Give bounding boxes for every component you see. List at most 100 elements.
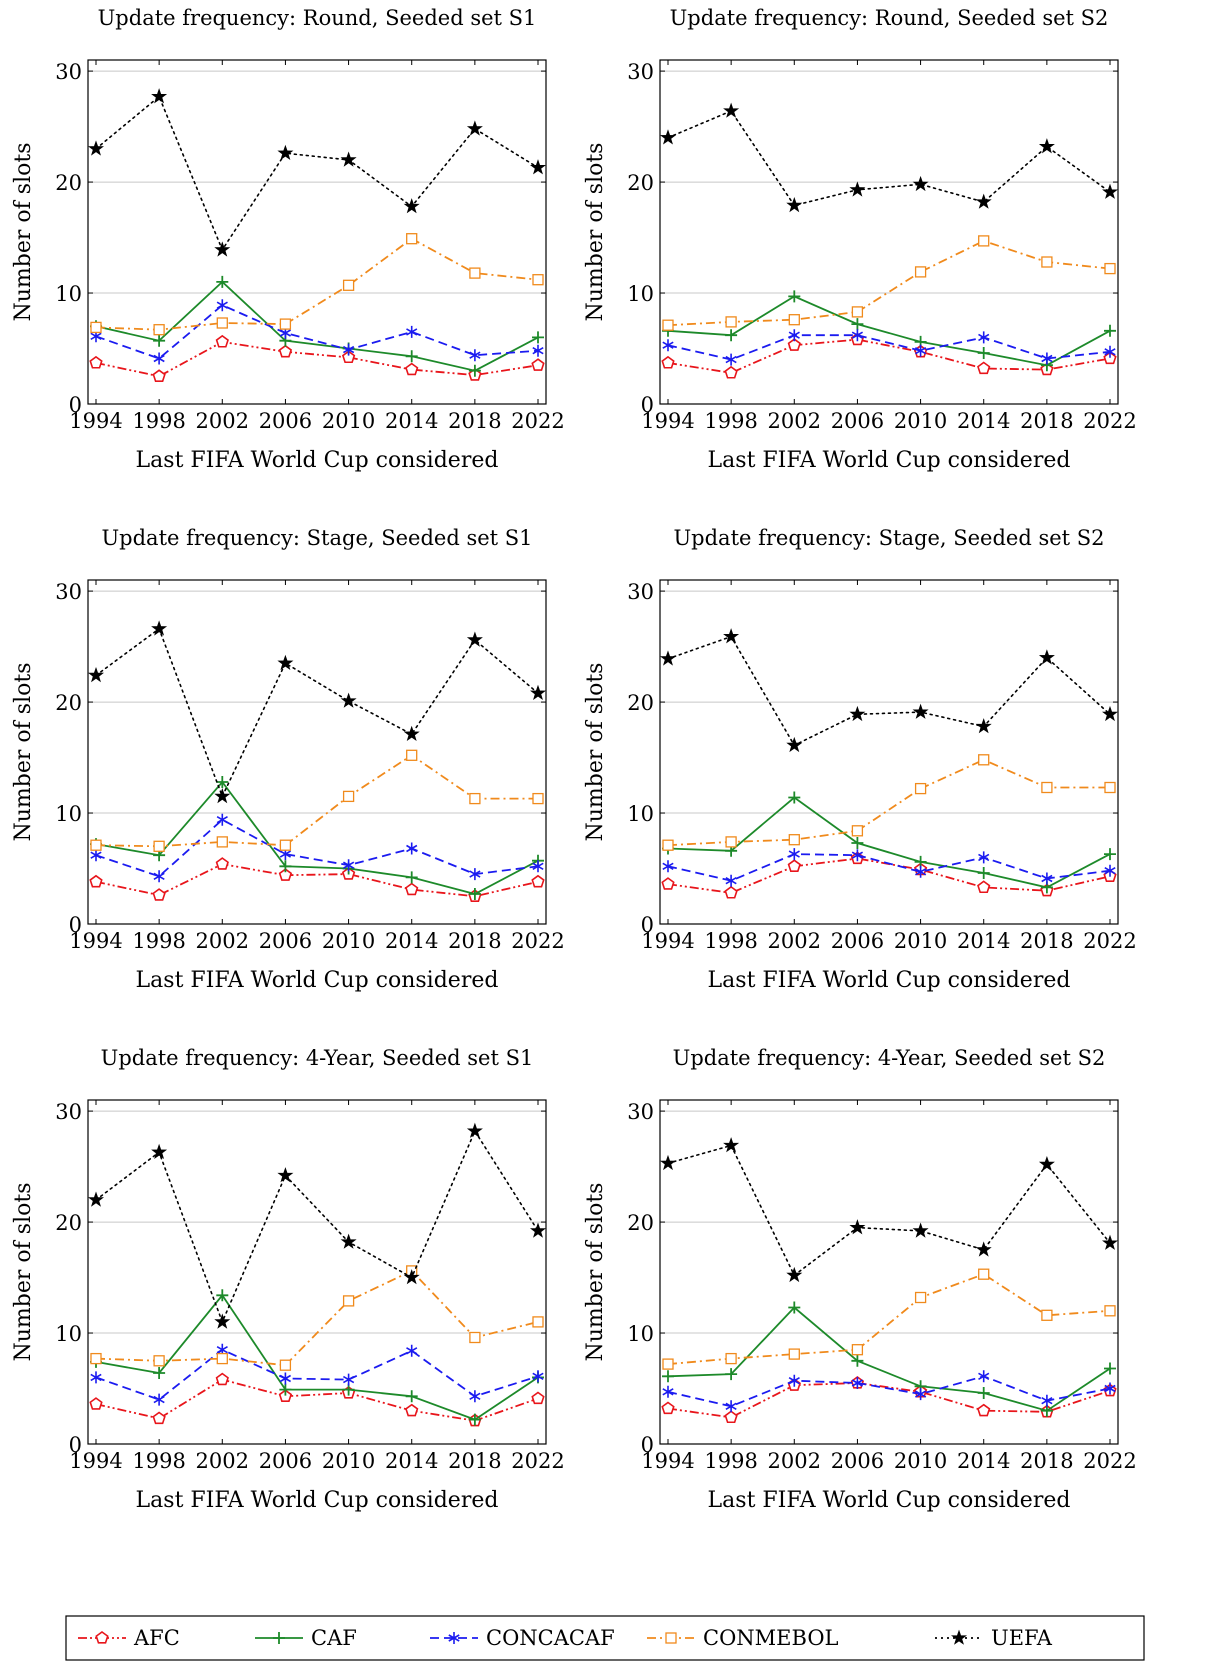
- x-tick-label: 2022: [1083, 929, 1136, 953]
- data-point-conmebol: [532, 274, 544, 286]
- data-point-uefa: [723, 1137, 740, 1153]
- chart-title: Update frequency: 4-Year, Seeded set S2: [673, 1046, 1106, 1070]
- data-point-concacaf: [532, 344, 544, 357]
- data-point-caf: [405, 871, 418, 884]
- y-axis-label: Number of slots: [583, 1183, 608, 1362]
- x-tick-label: 1994: [641, 929, 694, 953]
- chart-title: Update frequency: Stage, Seeded set S1: [101, 526, 532, 550]
- legend-label: CONCACAF: [486, 1626, 615, 1650]
- series-line-uefa: [95, 627, 539, 799]
- data-point-concacaf: [978, 1370, 990, 1383]
- data-point-caf: [977, 1387, 990, 1399]
- x-tick-label: 1998: [704, 1449, 757, 1473]
- x-tick-label: 1998: [132, 409, 185, 433]
- data-point-caf: [851, 318, 864, 331]
- series-concacaf: [662, 848, 1116, 887]
- data-point-caf: [851, 1354, 864, 1367]
- series-line-caf: [667, 1306, 1111, 1412]
- data-point-afc: [531, 358, 545, 371]
- data-point-concacaf: [216, 299, 228, 312]
- chart-title: Update frequency: Round, Seeded set S2: [670, 6, 1109, 30]
- y-tick-label: 30: [627, 1100, 654, 1124]
- data-point-concacaf: [662, 339, 674, 352]
- x-tick-label: 2014: [957, 929, 1010, 953]
- data-point-uefa: [403, 725, 420, 742]
- data-point-conmebol: [153, 840, 165, 852]
- y-tick-label: 30: [627, 60, 654, 84]
- data-point-conmebol: [662, 839, 674, 851]
- chart-title: Update frequency: 4-Year, Seeded set S1: [101, 1046, 534, 1070]
- data-point-afc: [787, 859, 801, 872]
- legend-marker: [448, 1632, 460, 1644]
- data-point-caf: [468, 1413, 481, 1426]
- data-point-afc: [405, 1403, 419, 1417]
- data-point-afc: [152, 1411, 166, 1425]
- data-point-concacaf: [153, 352, 165, 365]
- series-line-concacaf: [667, 334, 1111, 361]
- data-point-uefa: [340, 1233, 357, 1249]
- series-line-caf: [667, 295, 1111, 367]
- data-point-conmebol: [342, 1295, 355, 1307]
- data-point-uefa: [1102, 183, 1118, 199]
- y-tick-label: 10: [55, 282, 82, 306]
- data-point-concacaf: [915, 344, 927, 357]
- y-tick-label: 10: [627, 282, 654, 306]
- data-point-afc: [405, 362, 419, 376]
- series-concacaf: [90, 813, 544, 883]
- data-point-conmebol: [406, 233, 418, 245]
- data-point-concacaf: [915, 1388, 927, 1401]
- x-tick-label: 2010: [322, 409, 375, 433]
- data-point-conmebol: [1041, 1309, 1053, 1321]
- data-point-afc: [531, 874, 545, 888]
- y-tick-label: 0: [69, 1433, 82, 1457]
- y-tick-label: 10: [55, 802, 82, 826]
- data-point-concacaf: [532, 1370, 544, 1383]
- y-tick-label: 30: [55, 1100, 82, 1124]
- x-axis-label: Last FIFA World Cup considered: [136, 448, 499, 473]
- y-tick-label: 0: [641, 1433, 654, 1457]
- data-point-afc: [977, 361, 991, 375]
- x-tick-label: 2022: [1083, 409, 1136, 433]
- x-tick-label: 2002: [196, 409, 249, 433]
- data-point-uefa: [214, 787, 231, 804]
- data-point-uefa: [214, 241, 231, 257]
- data-point-conmebol: [978, 1268, 990, 1280]
- chart-panel-4: Update frequency: Stage, Seeded set S201…: [583, 526, 1137, 993]
- data-point-afc: [787, 338, 801, 351]
- legend-box: [65, 1615, 1145, 1661]
- data-point-concacaf: [725, 353, 737, 366]
- x-tick-label: 2018: [448, 409, 501, 433]
- data-point-conmebol: [216, 836, 228, 848]
- x-axis-label: Last FIFA World Cup considered: [708, 968, 1071, 993]
- y-axis-label: Number of slots: [583, 663, 608, 842]
- legend-marker: [665, 1632, 677, 1644]
- x-tick-label: 2018: [1020, 929, 1073, 953]
- data-point-afc: [215, 334, 229, 348]
- data-point-uefa: [786, 736, 803, 753]
- data-point-caf: [405, 1390, 418, 1403]
- y-tick-label: 30: [627, 580, 654, 604]
- data-point-uefa: [723, 628, 740, 644]
- series-conmebol: [662, 235, 1116, 331]
- data-point-conmebol: [342, 790, 355, 803]
- data-point-uefa: [660, 1154, 676, 1171]
- data-point-concacaf: [469, 1390, 481, 1403]
- series-conmebol: [90, 749, 544, 852]
- x-tick-label: 2018: [448, 1449, 501, 1473]
- y-tick-label: 10: [627, 1322, 654, 1346]
- series-line-afc: [667, 338, 1111, 374]
- data-point-caf: [216, 275, 229, 288]
- data-point-caf: [788, 791, 801, 804]
- series-uefa: [660, 1137, 1118, 1283]
- series-line-concacaf: [95, 1348, 539, 1401]
- data-point-uefa: [849, 705, 866, 722]
- data-point-uefa: [466, 120, 483, 136]
- data-point-uefa: [88, 666, 104, 683]
- data-point-caf: [468, 364, 481, 377]
- data-point-uefa: [277, 654, 294, 671]
- data-point-conmebol: [469, 267, 481, 279]
- plot-frame: [87, 579, 547, 925]
- data-point-uefa: [151, 620, 168, 636]
- data-point-caf: [851, 837, 864, 849]
- data-point-caf: [1104, 324, 1116, 337]
